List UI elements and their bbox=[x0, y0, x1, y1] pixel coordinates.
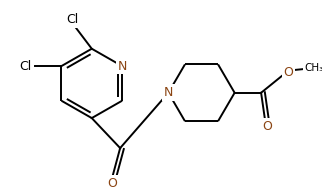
Text: O: O bbox=[262, 120, 272, 133]
Text: N: N bbox=[164, 86, 173, 99]
Text: CH₃: CH₃ bbox=[305, 63, 322, 73]
Text: N: N bbox=[118, 60, 127, 73]
Text: O: O bbox=[284, 66, 293, 79]
Text: O: O bbox=[108, 177, 118, 189]
Text: Cl: Cl bbox=[19, 60, 32, 73]
Text: Cl: Cl bbox=[67, 13, 79, 26]
